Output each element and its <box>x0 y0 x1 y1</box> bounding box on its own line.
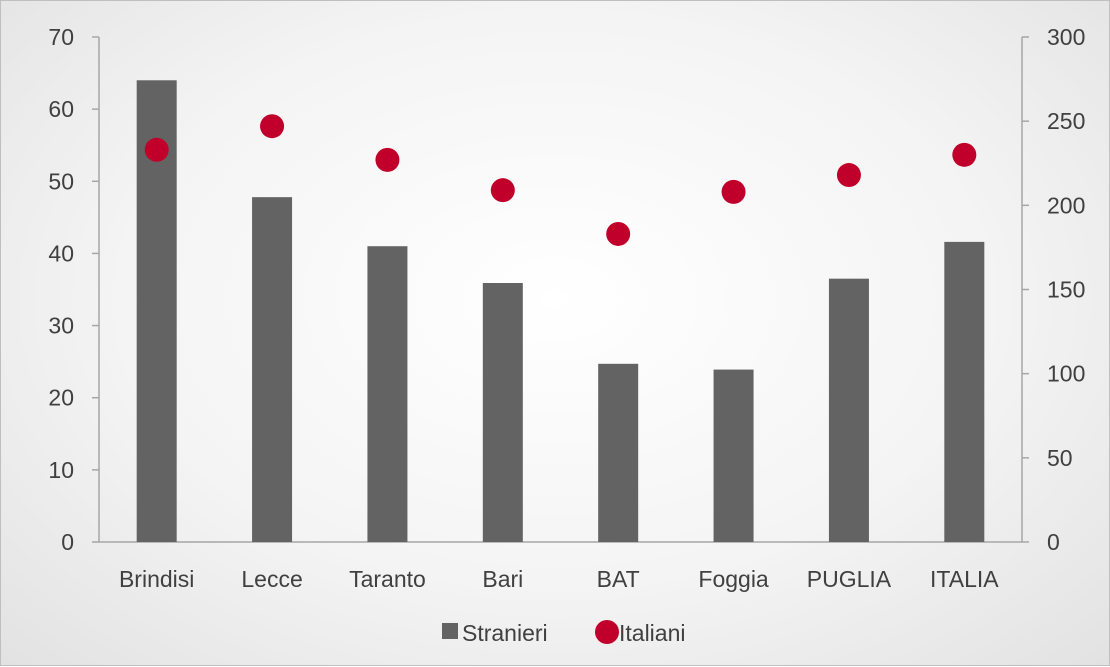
point-lecce <box>260 114 285 139</box>
x-axis-label-puglia: PUGLIA <box>807 566 892 592</box>
legend-label-italiani: Italiani <box>619 620 685 646</box>
bar-puglia <box>828 278 869 542</box>
point-italia <box>952 142 977 167</box>
axes <box>92 36 1029 543</box>
left-axis-tick-label: 0 <box>61 529 74 555</box>
point-bat <box>606 221 631 246</box>
x-axis-label-foggia: Foggia <box>698 566 769 592</box>
left-axis-tick-label: 50 <box>48 168 74 194</box>
legend-swatch-stranieri <box>442 623 458 639</box>
bar-lecce <box>252 197 293 542</box>
x-axis-label-bat: BAT <box>597 566 640 592</box>
legend-swatch-italiani <box>595 620 619 644</box>
right-axis-tick-label: 100 <box>1047 361 1085 387</box>
x-axis-label-brindisi: Brindisi <box>119 566 194 592</box>
point-bari <box>490 178 515 203</box>
point-taranto <box>375 147 400 172</box>
left-axis-tick-label: 70 <box>48 24 74 50</box>
bar-foggia <box>713 369 754 542</box>
x-axis-label-taranto: Taranto <box>349 566 426 592</box>
x-axis-label-lecce: Lecce <box>241 566 302 592</box>
legend-label-stranieri: Stranieri <box>462 620 548 646</box>
left-axis-tick-label: 60 <box>48 96 74 122</box>
right-axis-tick-label: 200 <box>1047 192 1085 218</box>
right-axis-tick-label: 0 <box>1047 529 1060 555</box>
x-axis-label-italia: ITALIA <box>930 566 999 592</box>
left-axis-tick-label: 20 <box>48 385 74 411</box>
right-axis-tick-label: 50 <box>1047 445 1073 471</box>
point-puglia <box>836 163 861 188</box>
italiani-points <box>144 114 977 246</box>
bar-bat <box>598 363 639 542</box>
x-axis-label-bari: Bari <box>482 566 523 592</box>
bar-bari <box>482 283 523 542</box>
stranieri-bars <box>136 80 985 543</box>
point-brindisi <box>144 137 169 162</box>
legend: Stranieri Italiani <box>442 620 685 646</box>
bar-taranto <box>367 246 408 542</box>
left-axis-tick-label: 40 <box>48 240 74 266</box>
right-axis-tick-label: 250 <box>1047 108 1085 134</box>
right-axis-tick-label: 150 <box>1047 277 1085 303</box>
bar-italia <box>944 241 985 542</box>
right-axis-tick-label: 300 <box>1047 24 1085 50</box>
point-foggia <box>721 179 746 204</box>
left-axis-tick-label: 30 <box>48 313 74 339</box>
left-axis-tick-label: 10 <box>48 457 74 483</box>
tick-labels: 0 10 20 30 40 50 60 70 0 50 100 150 200 250 300 Brindis… <box>48 24 1085 592</box>
